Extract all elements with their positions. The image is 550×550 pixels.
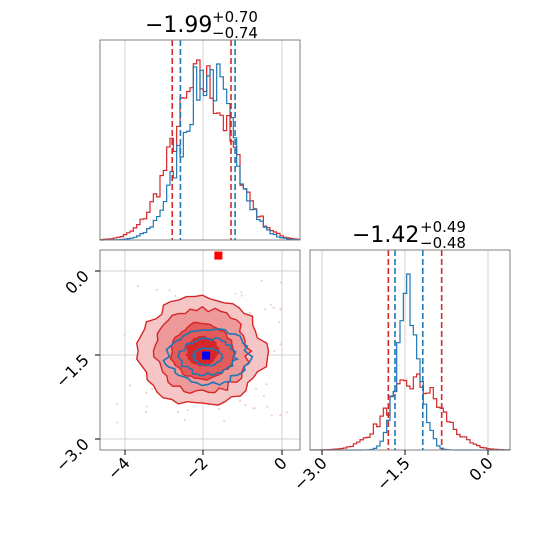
scatter-point (272, 306, 275, 309)
scatter-point (239, 400, 242, 403)
scatter-point (186, 409, 189, 412)
x-title-plus: +0.70 (212, 8, 258, 26)
scatter-point (223, 420, 226, 423)
joint-marker-0 (214, 251, 223, 260)
scatter-point (280, 306, 283, 309)
y-marginal-frame (309, 249, 511, 451)
y-title-median: −1.42 (352, 223, 419, 248)
joint-panel: −4 −2 0 0.0 −1.5 −3.0 (52, 249, 301, 484)
blue-contour-0 (162, 328, 254, 387)
scatter-point (115, 403, 118, 406)
scatter-point (240, 294, 243, 297)
x-marginal-panel: −1.99 +0.70 −0.74 (99, 8, 301, 241)
scatter-point (240, 291, 243, 294)
scatter-point (151, 387, 154, 390)
x-title-median: −1.99 (145, 13, 212, 38)
scatter-point (123, 333, 126, 336)
scatter-point (145, 405, 148, 408)
joint-frame (99, 249, 301, 451)
joint-marker-1 (202, 351, 211, 360)
scatter-point (279, 414, 282, 417)
scatter-point (144, 411, 147, 414)
joint-blue-contours (162, 328, 254, 387)
scatter-point (265, 383, 268, 386)
scatter-point (218, 407, 221, 410)
scatter-point (273, 349, 276, 352)
scatter-point (249, 311, 252, 314)
scatter-point (116, 421, 119, 424)
x-marginal-histograms (99, 59, 301, 241)
scatter-point (174, 294, 177, 297)
scatter-point (266, 405, 269, 408)
scatter-point (177, 410, 180, 413)
scatter-point (270, 414, 273, 417)
y-marginal-grid (321, 250, 489, 450)
blue-contour-1 (177, 337, 240, 377)
scatter-point (155, 288, 158, 291)
scatter-point (264, 308, 267, 311)
scatter-point (183, 419, 186, 422)
joint-markers (202, 251, 223, 360)
scatter-point (279, 281, 282, 284)
scatter-point (145, 391, 148, 394)
scatter-point (234, 292, 237, 295)
x-title-minus: −0.74 (212, 24, 258, 42)
scatter-point (244, 403, 247, 406)
y-hist-series-0 (309, 373, 511, 451)
x-marginal-frame (99, 39, 301, 241)
scatter-point (286, 411, 289, 414)
y-marginal-title: −1.42 (352, 223, 419, 248)
scatter-point (137, 285, 140, 288)
y-title-plus: +0.49 (420, 218, 466, 236)
x-marginal-quantiles (171, 40, 236, 240)
scatter-point (255, 387, 258, 390)
scatter-point (262, 394, 265, 397)
scatter-point (278, 321, 281, 324)
scatter-point (260, 279, 263, 282)
y-title-minus: −0.48 (420, 234, 466, 252)
scatter-point (279, 343, 282, 346)
y-marginal-quantiles (387, 250, 443, 450)
scatter-point (168, 289, 171, 292)
scatter-point (253, 407, 256, 410)
blue-contour-2 (191, 347, 225, 367)
scatter-point (269, 303, 272, 306)
scatter-point (279, 308, 282, 311)
scatter-point (128, 384, 131, 387)
x-marginal-title: −1.99 (145, 13, 212, 38)
x-hist-series-1 (99, 63, 301, 241)
